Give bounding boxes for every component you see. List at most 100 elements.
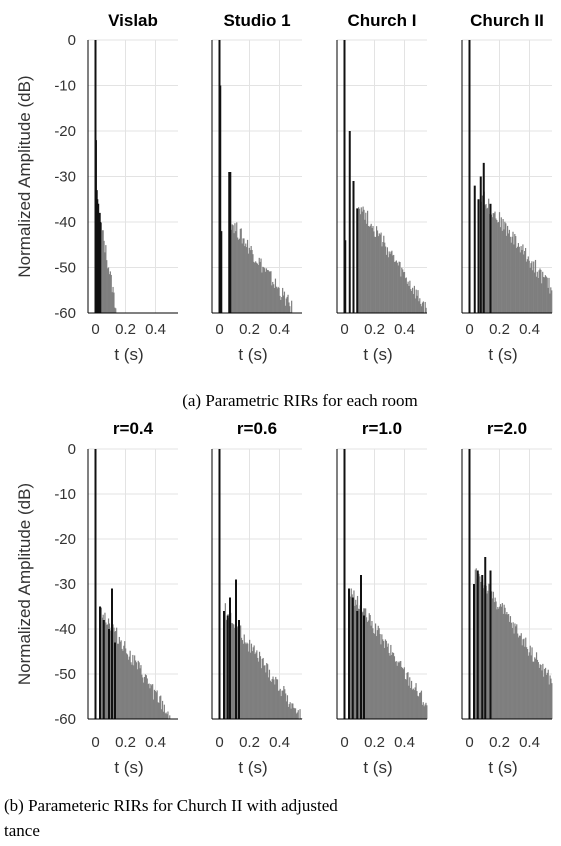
tail-bar [506,611,508,719]
tail-bar [295,713,298,719]
tail-bar [412,688,414,719]
y-tick-label: -30 [54,576,76,593]
tail-bar [148,683,150,719]
tail-bar [361,612,363,719]
tail-bar [479,576,481,719]
tail-bar [260,668,262,719]
x-axis-label: t (s) [488,758,517,777]
tail-bar [510,622,512,719]
tail-bar [363,209,365,313]
tail-bar [373,231,375,313]
tail-bar [159,696,161,719]
tail-bar [535,276,537,313]
y-tick-label: -20 [54,531,76,548]
tail-bar [250,643,253,719]
tail-bar [358,208,361,313]
tail-bar [287,294,289,313]
tail-bar [104,612,106,719]
tail-bar [120,640,122,719]
tail-bar [233,233,235,313]
tail-bar [484,205,486,313]
tail-bar [271,679,273,719]
tail-bar [254,654,256,719]
tail-bar [389,253,391,313]
panel-title: r=1.0 [362,419,402,438]
tail-bar [380,644,382,719]
tail-bar [525,247,527,313]
tail-bar [425,702,427,719]
tail-bar [251,249,253,313]
tail-bar [539,664,541,719]
tail-bar [544,668,546,719]
x-tick-label: 0 [215,321,223,338]
tail-bar [405,277,407,313]
tail-bar [291,703,293,719]
tail-bar [134,655,136,719]
tail-bar [281,690,283,719]
panel-title: r=2.0 [487,419,527,438]
tail-bar [503,229,505,313]
tail-bar [264,271,267,313]
tail-bar [545,674,548,719]
tail-bar [539,268,541,313]
tail-bar [397,265,399,313]
tail-bar [514,623,516,719]
tail-bar [260,258,262,313]
x-tick-label: 0.4 [269,321,290,338]
tail-bar [419,298,421,313]
tail-bar [528,652,530,719]
tail-bar [288,302,290,313]
tail-bar [523,254,525,313]
tail-bar [384,242,386,313]
tail-bar [542,663,544,719]
tail-bar [139,668,141,719]
tail-bar [382,639,384,719]
tail-bar [502,613,504,719]
tail-bar [256,650,258,719]
tail-bar [385,246,387,313]
tail-bar [161,709,163,719]
tail-bar [501,603,503,719]
tail-bar [531,647,533,719]
tail-bar [543,277,546,313]
tail-bar [500,217,502,313]
tail-bar [524,646,526,719]
tail-bar [282,295,285,313]
tail-bar [103,240,105,313]
figure-row-b: Normalized Amplitude (dB) 0 -10 -20 -30 -40 -5… [15,419,553,777]
tail-bar [379,234,381,313]
tail-bar [258,661,260,719]
tail-bar [486,593,488,719]
tail-bar [249,652,252,719]
tail-bar [517,243,519,313]
tail-bar [269,271,271,313]
tail-bar [279,688,281,719]
x-axis-label: t (s) [363,345,392,364]
tail-bar [267,270,269,313]
tail-bar [412,287,414,313]
tail-bar [152,699,155,719]
tail-bar [399,262,401,313]
tail-bar [280,299,282,313]
tail-bar [498,608,500,719]
tail-bar [409,677,411,719]
tail-bar [246,642,248,719]
tail-bar [366,621,369,719]
tail-bar [265,672,267,719]
tail-bar [508,621,511,719]
x-tick-label: 0 [91,321,99,338]
tail-bar [376,226,378,313]
tail-bar [520,633,522,719]
tail-bar [516,624,518,719]
tail-bar [113,292,115,313]
tail-bar [241,640,244,719]
tail-bar [402,669,405,719]
tail-bar [105,622,107,719]
tail-bar [166,714,168,719]
tail-bar [478,573,480,719]
tail-bar [153,689,156,719]
tail-bar [267,664,269,719]
tail-bar [115,308,117,313]
tail-bar [507,225,509,313]
tail-bar [237,237,239,313]
